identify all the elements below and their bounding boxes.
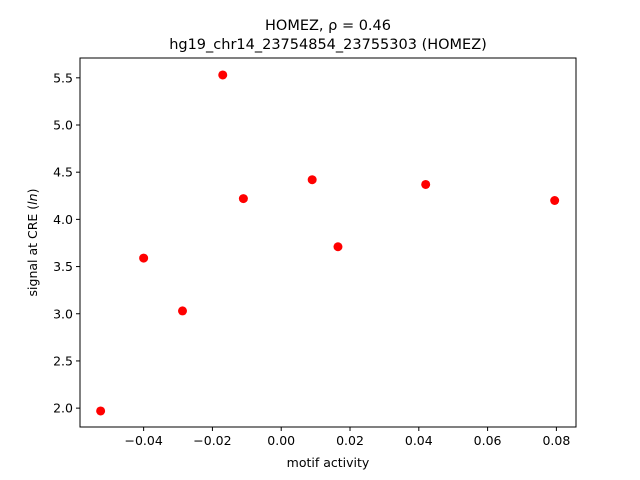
data-point (96, 406, 106, 416)
data-point (139, 253, 149, 263)
x-tick-label: −0.04 (124, 433, 162, 448)
x-tick-label: −0.02 (193, 433, 231, 448)
x-tick-label: 0.06 (474, 433, 502, 448)
data-point (218, 70, 228, 80)
y-tick-label: 4.0 (53, 212, 73, 227)
y-tick-label: 5.0 (53, 118, 73, 133)
data-point (421, 179, 431, 189)
x-axis-ticks: −0.04 −0.02 0.00 0.02 0.04 0.06 0.08 (124, 427, 570, 448)
x-axis-label: motif activity (287, 455, 370, 470)
x-tick-label: 0.00 (267, 433, 295, 448)
data-point (178, 306, 188, 316)
plot-area-frame (79, 57, 577, 428)
y-axis-ticks: 2.0 2.5 3.0 3.5 4.0 4.5 5.0 5.5 (53, 70, 80, 416)
y-axis-label: signal at CRE (ln) (25, 189, 40, 297)
y-tick-label: 2.0 (53, 401, 73, 416)
y-axis-label-italic: ln (25, 193, 40, 204)
y-tick-label: 3.0 (53, 306, 73, 321)
chart-title-line2: hg19_chr14_23754854_23755303 (HOMEZ) (169, 37, 487, 53)
x-tick-label: 0.04 (405, 433, 433, 448)
y-tick-label: 3.5 (53, 259, 73, 274)
y-axis-label-suffix: ) (25, 189, 40, 194)
data-points (96, 70, 560, 416)
data-point (550, 196, 560, 206)
x-tick-label: 0.02 (336, 433, 364, 448)
chart-title-line1: HOMEZ, ρ = 0.46 (265, 18, 391, 34)
y-axis-label-prefix: signal at CRE ( (25, 205, 40, 297)
y-tick-label: 4.5 (53, 165, 73, 180)
y-tick-label: 2.5 (53, 353, 73, 368)
y-tick-label: 5.5 (53, 70, 73, 85)
x-tick-label: 0.08 (542, 433, 570, 448)
data-point (333, 242, 343, 252)
data-point (238, 194, 248, 204)
data-point (307, 175, 317, 185)
